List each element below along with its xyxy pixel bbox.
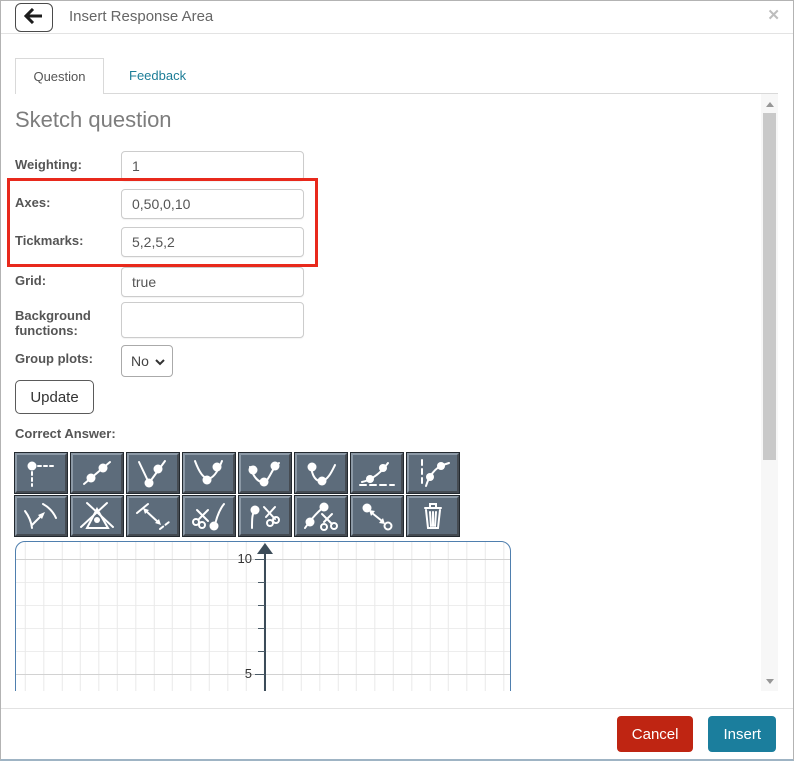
horizontal-asymptote-tool[interactable] [350,452,404,494]
scroll-up-button[interactable] [761,96,778,112]
dialog-title: Insert Response Area [69,8,214,25]
weighting-row: Weighting: [15,151,304,181]
dialog-body: Sketch question Weighting: Axes: Tickmar… [1,94,793,691]
sketch-graph-canvas[interactable]: 10 5 [15,541,511,691]
y-tick-9 [258,582,265,583]
axes-label: Axes: [15,195,51,210]
axes-row: Axes: [15,189,304,219]
back-arrow-icon [23,7,44,27]
grid-label: Grid: [15,273,47,288]
close-icon[interactable]: ✕ [767,7,780,24]
group-plots-row: Group plots: No [15,345,173,377]
scroll-down-icon [765,678,774,684]
background-functions-input[interactable] [121,302,304,338]
page-title: Sketch question [15,107,172,132]
group-plots-value: No [131,353,149,369]
grid-input[interactable] [121,267,304,297]
dialog-footer: Cancel Insert [1,708,793,759]
insert-button[interactable]: Insert [708,716,776,752]
scroll-down-button[interactable] [761,673,778,689]
update-button[interactable]: Update [15,380,94,414]
absolute-value-tool[interactable] [126,452,180,494]
dialog-header: Insert Response Area ✕ [1,1,793,34]
axes-input[interactable] [121,189,304,219]
stretch-curve-tool[interactable] [126,495,180,537]
tab-bar: Question Feedback [15,58,778,94]
point-tool[interactable] [14,452,68,494]
move-point-tool[interactable] [350,495,404,537]
y-tick-5 [255,674,265,675]
y-axis-label-10: 10 [237,551,252,566]
tickmarks-row: Tickmarks: [15,227,304,257]
scroll-up-icon [765,101,774,107]
rotate-curve-tool[interactable] [70,495,124,537]
cut-curve-tool[interactable] [182,495,236,537]
group-plots-select[interactable]: No [121,345,173,377]
y-axis-arrow-icon [257,543,273,554]
cancel-button[interactable]: Cancel [616,716,694,752]
tab-question[interactable]: Question [15,58,104,94]
group-plots-label: Group plots: [15,351,93,366]
background-functions-row: Background functions: [15,302,304,338]
tickmarks-label: Tickmarks: [15,233,84,248]
quadratic-curve-tool[interactable] [294,452,348,494]
parabola-tool[interactable] [182,452,236,494]
scrollbar-thumb[interactable] [763,113,776,460]
grid-row: Grid: [15,267,304,297]
cut-right-tool[interactable] [294,495,348,537]
chevron-down-icon [155,353,165,369]
back-button[interactable] [15,3,53,32]
delete-tool[interactable] [406,495,460,537]
y-tick-6 [258,651,265,652]
tab-feedback[interactable]: Feedback [129,68,187,83]
cut-left-tool[interactable] [238,495,292,537]
y-tick-10 [255,559,265,560]
weighting-label: Weighting: [15,157,82,172]
translate-curve-tool[interactable] [14,495,68,537]
tickmarks-input[interactable] [121,227,304,257]
vertical-scrollbar[interactable] [761,94,778,691]
y-tick-8 [258,605,265,606]
weighting-input[interactable] [121,151,304,181]
background-functions-label: Background functions: [15,308,91,338]
y-axis [264,550,266,691]
cubic-curve-tool[interactable] [238,452,292,494]
sketch-toolbar-row-1 [14,452,460,494]
vertical-asymptote-tool[interactable] [406,452,460,494]
correct-answer-label: Correct Answer: [15,426,116,441]
sketch-toolbar-row-2 [14,495,460,537]
line-tool[interactable] [70,452,124,494]
y-axis-label-5: 5 [244,666,252,681]
y-tick-7 [258,628,265,629]
